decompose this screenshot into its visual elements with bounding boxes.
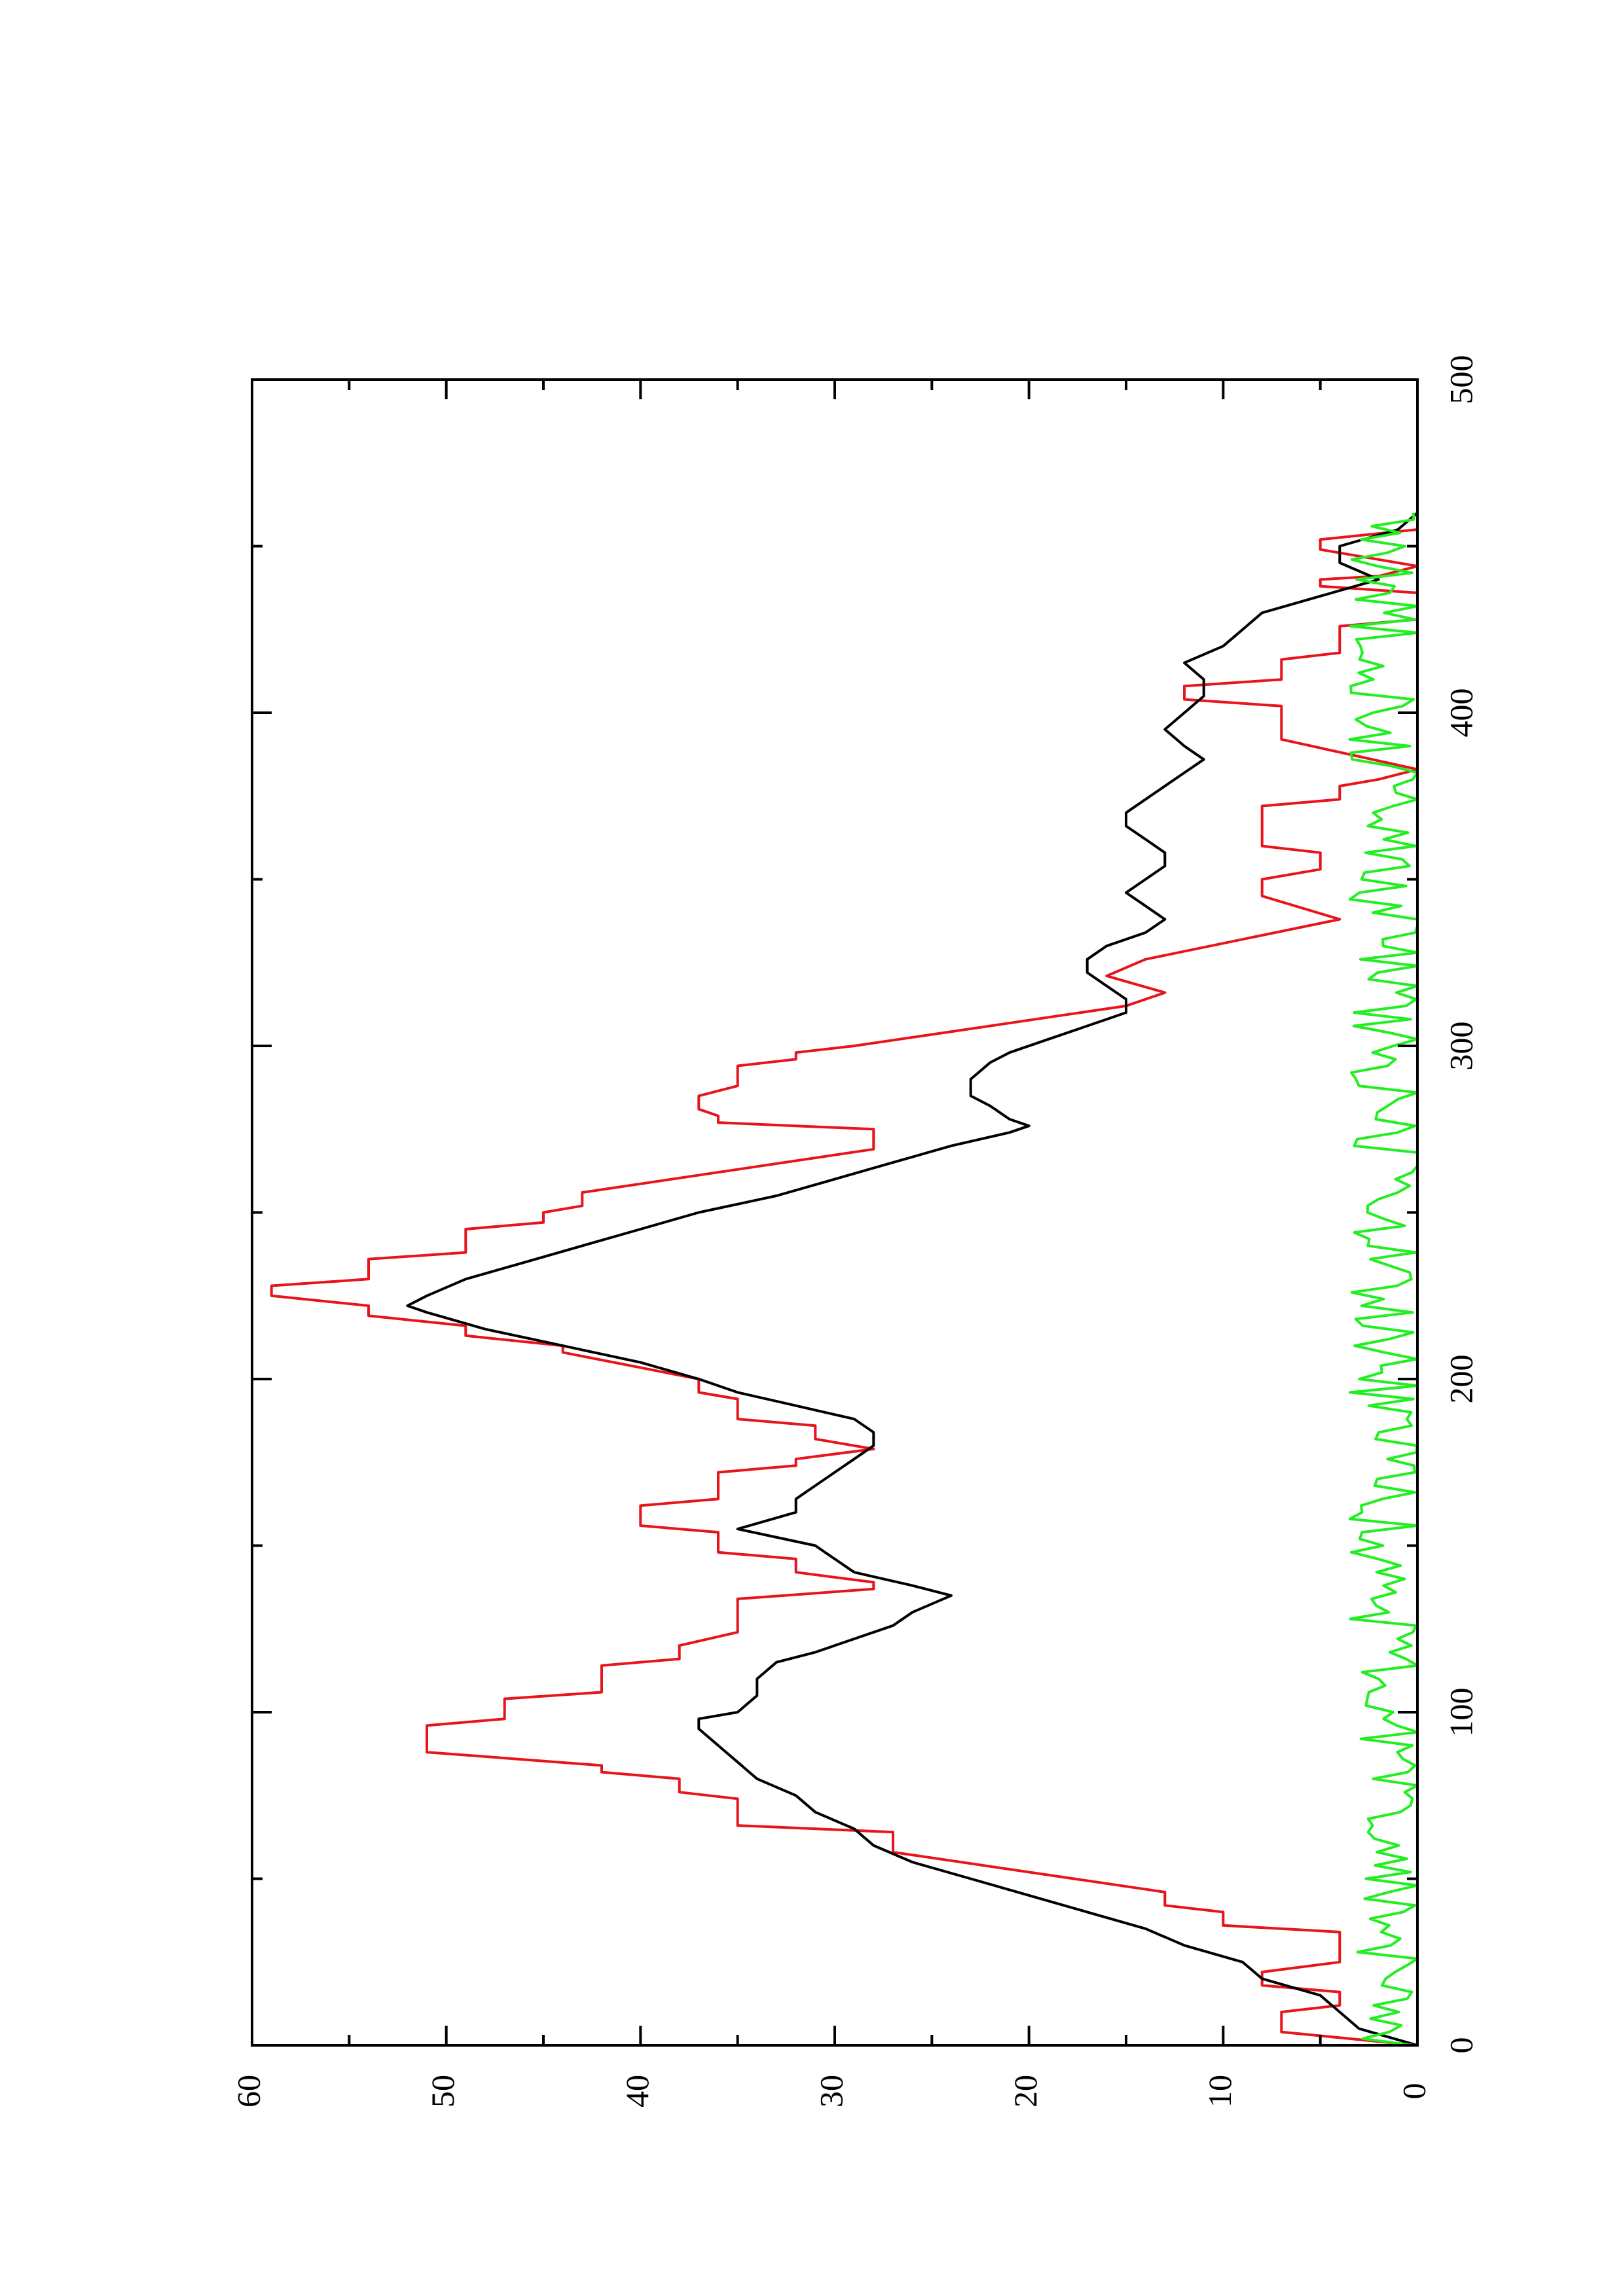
x-tick-label: 200 <box>1442 1355 1479 1404</box>
y-tick-label: 10 <box>1201 2075 1238 2108</box>
y-tick-label: 30 <box>812 2075 849 2108</box>
y-tick-label: 60 <box>230 2075 266 2108</box>
x-tick-label: 500 <box>1442 355 1479 404</box>
x-tick-label: 300 <box>1442 1022 1479 1071</box>
axes: 0 100 200 300 400 500 0 10 20 30 40 50 60 <box>230 355 1479 2108</box>
series-line-2 <box>406 512 1419 2047</box>
series-group <box>270 512 1419 2047</box>
x-tick-label: 0 <box>1442 2037 1479 2054</box>
y-tick-label: 40 <box>619 2075 655 2108</box>
series-line-3 <box>1348 512 1419 2047</box>
series-line-1 <box>270 512 1419 2047</box>
x-tick-label: 100 <box>1442 1688 1479 1737</box>
x-tick-label: 400 <box>1442 689 1479 738</box>
y-tick-label: 0 <box>1395 2083 1432 2100</box>
y-tick-label: 50 <box>424 2075 461 2108</box>
y-tick-label: 20 <box>1007 2075 1044 2108</box>
